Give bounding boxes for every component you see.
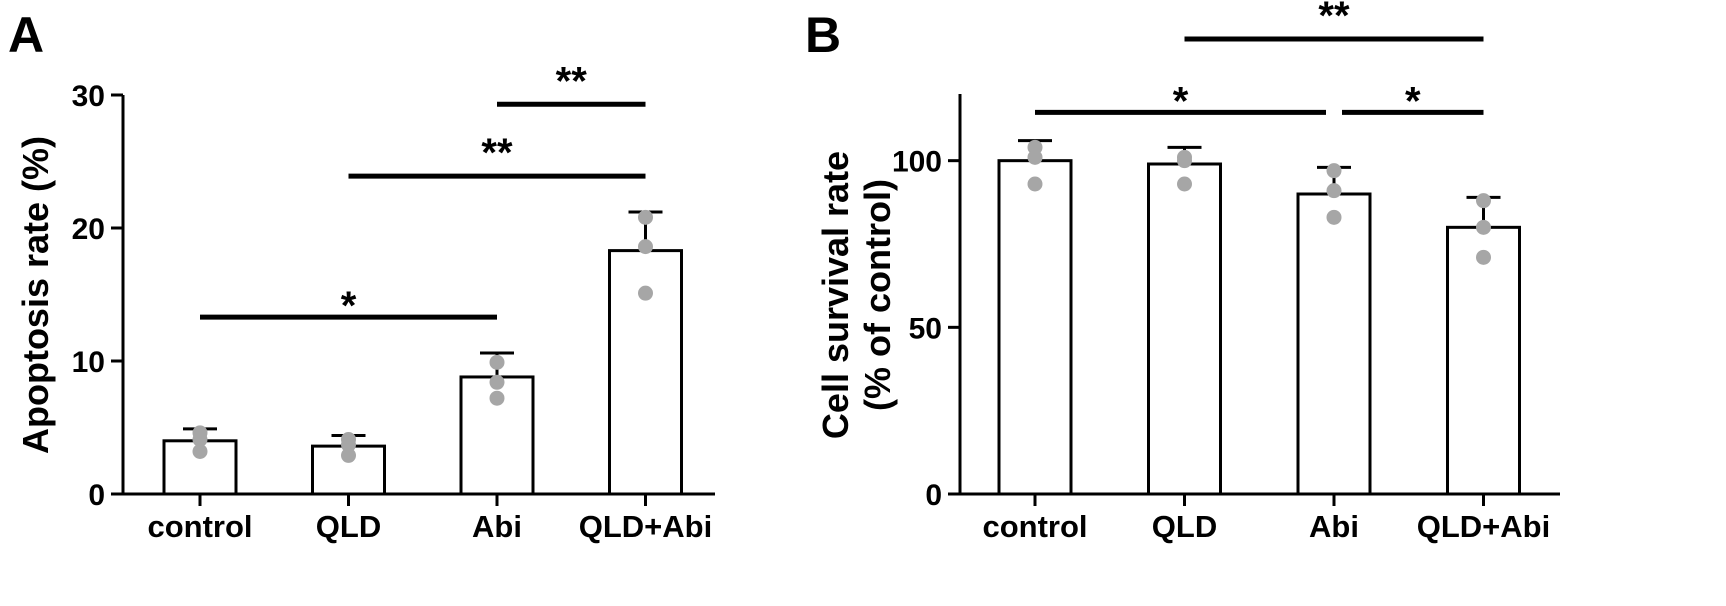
bar-qld xyxy=(1147,162,1222,496)
data-point xyxy=(638,285,653,301)
x-tick-label: QLD+Abi xyxy=(1417,509,1550,544)
data-point xyxy=(341,437,356,453)
panel-a-chart: 0 10 20 30 Apoptosis rate (%) control QLD Abi QL… xyxy=(15,59,715,544)
data-point xyxy=(192,431,208,447)
data-point xyxy=(1326,183,1342,199)
significance-label: ** xyxy=(481,131,513,175)
x-tick-label: control xyxy=(147,509,252,544)
y-tick-label: 10 xyxy=(72,346,105,379)
data-point xyxy=(1476,219,1491,235)
x-tick-label: QLD xyxy=(316,509,381,544)
y-tick-label: 50 xyxy=(909,312,942,345)
data-point xyxy=(1476,193,1491,209)
y-axis-title-line: (% of control) xyxy=(857,179,898,411)
significance-label: ** xyxy=(1318,0,1350,38)
data-point xyxy=(489,374,505,390)
y-tick-label: 0 xyxy=(88,479,105,512)
data-point xyxy=(1177,153,1192,169)
data-point xyxy=(1326,209,1342,225)
x-tick-label: Abi xyxy=(472,509,522,544)
significance-label: * xyxy=(341,284,357,328)
significance-label: ** xyxy=(556,59,588,103)
data-point xyxy=(1476,249,1491,265)
y-tick-label: 20 xyxy=(72,213,105,246)
data-point xyxy=(1027,176,1043,192)
x-tick-label: QLD xyxy=(1152,509,1217,544)
significance-label: * xyxy=(1405,79,1421,123)
data-point xyxy=(1027,149,1043,165)
data-point xyxy=(638,209,653,225)
x-tick-label: QLD+Abi xyxy=(579,509,712,544)
data-point xyxy=(341,447,356,463)
y-tick-label: 30 xyxy=(72,80,105,113)
x-tick-label: Abi xyxy=(1309,509,1359,544)
data-point xyxy=(192,443,208,459)
data-point xyxy=(489,354,505,370)
panel-label-a: A xyxy=(8,7,44,63)
panel-label-b: B xyxy=(805,7,841,63)
data-point xyxy=(1326,163,1342,179)
y-axis-title: Apoptosis rate (%) xyxy=(15,136,56,454)
x-tick-label: control xyxy=(982,509,1087,544)
data-point xyxy=(489,390,505,406)
data-point xyxy=(1177,176,1192,192)
y-axis-title-line: Cell survival rate xyxy=(815,151,856,439)
bar-qld-abi xyxy=(1446,225,1521,496)
significance-label: * xyxy=(1173,79,1189,123)
bar-control xyxy=(997,159,1073,496)
y-tick-label: 0 xyxy=(925,479,942,512)
bar-abi xyxy=(1296,192,1372,496)
y-tick-label: 100 xyxy=(892,146,942,179)
y-axis-title: Cell survival rate(% of control) xyxy=(815,151,898,439)
data-point xyxy=(638,239,653,255)
